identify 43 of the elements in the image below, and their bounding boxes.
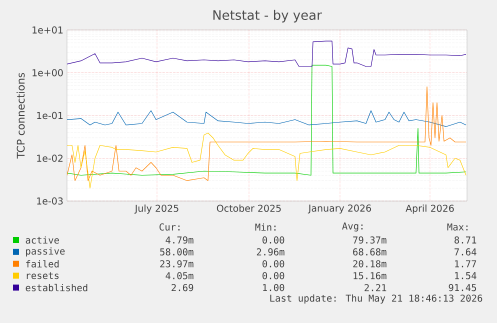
legend-label: passive [26,247,65,256]
legend-label: active [26,236,59,244]
text: 2.96m [256,248,284,256]
y-tick-label: 1e-01 [37,112,63,120]
y-tick-label: 1e-03 [37,197,63,205]
text: 4.79m [166,236,194,244]
text: Last update: Thu May 21 18:46:13 2026 [270,294,482,304]
text: Max: [447,223,468,231]
text: 8.71 [454,236,476,244]
text: 2.69 [172,284,194,292]
text: 0.00 [262,236,284,244]
text: 23.97m [160,260,194,268]
text: 58.00m [160,248,194,256]
y-tick-label: 1e+01 [32,26,63,34]
y-tick-label: 1e+00 [32,69,63,76]
legend-label: resets [26,272,59,280]
x-tick-label: January 2026 [308,204,372,214]
text: Avg: [342,222,363,232]
text: 0.00 [262,272,284,280]
text: 4.05m [166,272,194,280]
line-series [67,110,466,127]
text: 1.77 [455,260,476,268]
text: 68.68m [353,248,386,256]
text: 1.54 [455,272,476,280]
text: 20.18m [353,260,386,268]
line-series [67,132,466,188]
text: 7.64 [454,248,476,256]
text: Cur: [160,223,180,231]
text: 1.00 [263,284,284,292]
x-tick-label: April 2026 [406,204,454,214]
x-tick-label: October 2025 [216,204,281,212]
text: Min: [255,223,276,231]
text: 2.21 [364,284,386,292]
legend-label: established [26,284,88,292]
legend-label: failed [26,260,59,268]
x-tick-label: July 2025 [134,204,178,214]
text: 91.45 [448,284,476,292]
y-axis-title: TCP connections [16,72,25,159]
text: 0.00 [262,260,284,268]
text: 79.37m [353,236,386,244]
chart-title: Netstat - by year [213,10,322,22]
text: 15.16m [354,272,386,280]
y-tick-label: 1e-02 [37,154,63,162]
